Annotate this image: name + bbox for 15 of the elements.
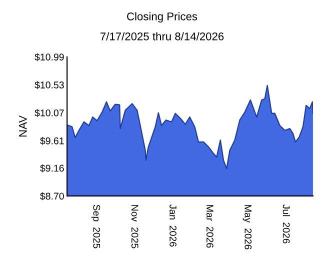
x-tick-label: Mar 2026	[206, 205, 214, 248]
y-tick-label: $10.53	[34, 81, 64, 90]
y-axis-title: NAV	[19, 115, 27, 137]
x-tick-label: Jul 2026	[282, 204, 290, 244]
x-tick-label: Sep 2025	[91, 204, 100, 248]
x-tick-label: Jan 2026	[170, 204, 176, 247]
x-tick-label: May 2026	[242, 205, 252, 250]
y-tick-label: $9.61	[40, 137, 64, 145]
x-tick-label: Nov 2025	[131, 205, 138, 248]
y-tick-label: $10.07	[34, 109, 64, 117]
y-tick-label: $9.16	[40, 164, 64, 172]
y-tick-label: $8.70	[40, 192, 64, 200]
chart-title: Closing Prices	[127, 12, 198, 23]
chart-subtitle: 7/17/2025 thru 8/14/2026	[100, 32, 224, 40]
y-tick-label: $10.99	[34, 53, 64, 62]
